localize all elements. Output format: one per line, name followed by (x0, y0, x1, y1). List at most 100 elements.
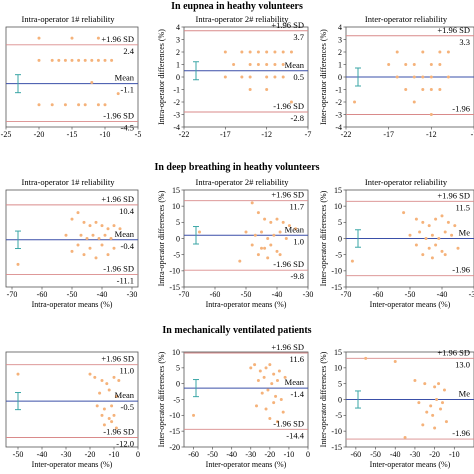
data-point (275, 217, 279, 221)
data-point (431, 413, 435, 417)
y-tick-label: -10 (169, 267, 180, 276)
mean-error-bar (355, 67, 361, 87)
data-point (82, 220, 86, 224)
mean-error-bar (193, 61, 199, 81)
data-point (412, 100, 416, 104)
data-point (265, 50, 269, 54)
lower-limit-label: -1.96 SD (273, 101, 304, 111)
mean-value: -0.4 (121, 241, 135, 251)
data-point (395, 75, 399, 79)
data-point (421, 50, 425, 54)
data-point (83, 58, 87, 62)
x-tick-label: -40 (390, 450, 401, 459)
data-point (412, 75, 416, 79)
data-point (63, 103, 67, 107)
data-point (198, 230, 201, 234)
x-tick-label: -22 (179, 130, 190, 139)
data-point (83, 103, 87, 107)
x-tick-label: -50 (370, 450, 381, 459)
y-tick-label: 3 (176, 35, 180, 44)
x-tick-label: -40 (226, 450, 237, 459)
x-tick-label: -40 (437, 290, 448, 299)
data-point (260, 230, 263, 234)
y-tick-label: 5 (176, 218, 180, 227)
data-point (278, 230, 282, 234)
x-tick-label: -12 (426, 130, 437, 139)
upper-limit-value: 13.0 (455, 359, 470, 369)
mean-label: Mean (285, 60, 305, 70)
data-point (102, 407, 106, 411)
data-point (100, 224, 104, 228)
x-tick-label: -50 (241, 290, 252, 299)
section-title-eupnea: In eupnea in heathy volunteers (171, 1, 303, 12)
x-tick-label: -70 (179, 290, 190, 299)
y-tick-label: -10 (169, 411, 180, 420)
mean-error-bar (193, 379, 199, 398)
x-tick-label: -10 (284, 450, 295, 459)
y-tick-label: -2 (335, 98, 342, 107)
data-point (240, 50, 244, 54)
data-point (37, 36, 41, 40)
data-point (263, 246, 267, 250)
x-tick-label: -60 (373, 290, 384, 299)
mean-label: Mean (285, 377, 305, 387)
panel-5: Intra-operator 2# reliability +1.96 SD 11.… (157, 177, 313, 309)
mean-label: Mean (115, 73, 135, 83)
lower-limit-value: -4.5 (121, 122, 134, 132)
panel-1: Intra-operator 1# reliability +1.96 SD 2.4… (1, 14, 142, 139)
mean-label: Me (459, 389, 471, 399)
data-point (256, 211, 260, 215)
panel-4: Intra-operator 1# reliability +1.96 SD 10.… (5, 177, 139, 309)
data-point (264, 366, 268, 370)
data-point (112, 413, 116, 417)
y-tick-label: -10 (331, 427, 342, 436)
data-point (283, 375, 287, 379)
data-point (421, 75, 425, 79)
y-tick-label: -15 (169, 427, 180, 436)
data-point (275, 420, 279, 424)
y-tick-label: 0 (176, 379, 180, 388)
data-point (94, 256, 98, 260)
data-point (88, 224, 92, 228)
data-point (393, 360, 397, 363)
panel-title: Intra-operator 1# reliability (22, 14, 116, 24)
data-point (50, 103, 54, 107)
data-point (443, 253, 447, 257)
data-point (79, 233, 83, 237)
lower-limit-label: -1.96 SD (103, 263, 134, 273)
upper-limit-label: +1.96 SD (437, 347, 470, 357)
x-tick-label: -60 (351, 450, 362, 459)
x-tick-label: -60 (188, 450, 199, 459)
upper-limit-label: +1.96 SD (101, 34, 134, 44)
data-point (364, 356, 368, 360)
y-tick-label: 10 (334, 364, 342, 373)
mean-value: -0.5 (121, 402, 134, 412)
data-point (96, 58, 100, 62)
x-tick-label: -40 (272, 290, 283, 299)
mean-value: 0.5 (293, 72, 304, 82)
y-tick-label: 0 (176, 234, 180, 243)
data-point (281, 50, 285, 54)
data-point (256, 253, 260, 257)
y-tick-label: 2 (176, 48, 180, 57)
mean-value: 1.0 (293, 236, 304, 246)
data-point (103, 103, 107, 107)
x-tick-label: -10 (449, 450, 460, 459)
lower-limit-label: -1.96 SD (273, 259, 304, 269)
upper-limit-value: 3.3 (459, 37, 470, 47)
data-point (50, 58, 54, 62)
data-point (269, 243, 273, 247)
data-point (82, 253, 86, 257)
data-point (437, 382, 441, 386)
data-point (275, 379, 279, 382)
data-point (90, 81, 94, 85)
x-tick-label: -10 (100, 130, 111, 139)
lower-limit-value: -11.1 (117, 275, 134, 285)
lower-limit-value: -14.4 (286, 430, 304, 440)
data-point (107, 388, 111, 392)
data-point (118, 227, 122, 231)
y-tick-label: 4 (176, 23, 180, 32)
data-point (100, 413, 104, 417)
y-tick-label: 15 (172, 186, 180, 195)
